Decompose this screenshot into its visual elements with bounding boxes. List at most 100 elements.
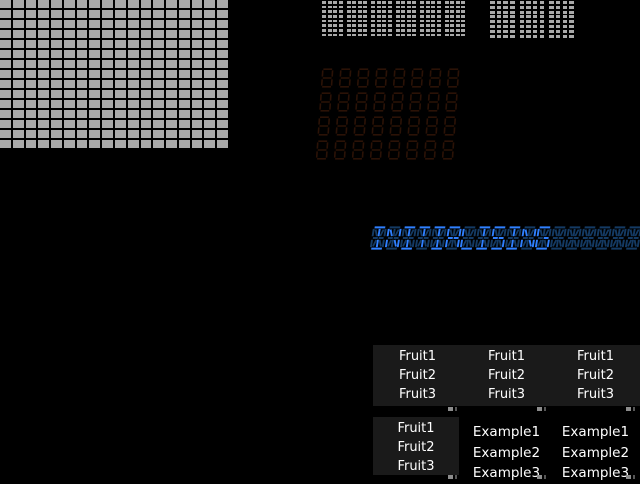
resize-grip[interactable] [448,474,457,479]
seven-segment-digit [333,140,347,160]
matrix-dot [322,29,326,32]
dot-matrix-char-cell [346,1,367,37]
list-item[interactable]: Fruit3 [576,387,615,402]
matrix-dot [357,33,362,37]
led-dot [204,110,216,118]
led-dot [166,90,177,98]
matrix-dot [352,10,356,13]
led-dot [102,140,113,148]
matrix-dot [539,1,545,4]
led-dot [38,10,50,18]
list-item[interactable]: Fruit2 [398,368,437,383]
led-dot [25,50,37,58]
matrix-dot [455,5,460,9]
led-dot [51,110,62,118]
example-list-2[interactable]: Example1 Example2 Example3 [551,417,640,484]
list-item[interactable]: Example2 [472,444,541,461]
led-dot [25,30,37,38]
matrix-dot [322,15,326,18]
matrix-dot [382,24,386,27]
led-dot [12,50,24,58]
matrix-dot [425,24,430,27]
led-dot [178,30,190,38]
resize-grip[interactable] [537,406,546,411]
matrix-dot [352,29,356,32]
seven-segment-digit [373,92,386,112]
led-dot [0,110,11,118]
list-item[interactable]: Fruit3 [487,387,526,402]
resize-grip[interactable] [626,474,635,479]
led-dot [63,20,75,28]
matrix-dot [526,15,531,19]
fruit-list-2[interactable]: Fruit1 Fruit2 Fruit3 [462,345,551,406]
led-dot [204,120,216,128]
led-dot [191,100,203,108]
list-item[interactable]: Fruit3 [397,459,435,474]
list-item[interactable]: Fruit1 [487,349,526,364]
seven-segment-digit [338,68,352,88]
led-dot [102,100,113,108]
led-dot [25,20,37,28]
list-item[interactable]: Example3 [561,465,630,481]
list-item[interactable]: Example2 [561,444,630,461]
led-dot [127,90,139,98]
fruit-list-4[interactable]: Fruit1 Fruit2 Fruit3 [373,417,459,475]
dot-matrix-top-1 [322,1,465,37]
list-item[interactable]: Example3 [472,465,541,481]
matrix-dot [526,10,531,14]
led-dot [38,0,50,8]
matrix-dot [333,24,337,27]
matrix-dot [562,24,567,28]
matrix-dot [532,15,538,19]
list-item[interactable]: Fruit3 [398,387,437,402]
matrix-dot [382,33,386,37]
led-dot [12,110,24,118]
led-dot [25,70,37,78]
matrix-dot [420,15,424,18]
resize-grip[interactable] [537,474,546,479]
matrix-dot [395,15,400,18]
list-item[interactable]: Example1 [472,424,541,440]
matrix-dot [444,1,449,4]
led-dot [140,30,152,38]
list-item[interactable]: Fruit2 [487,368,526,383]
matrix-dot [431,1,435,4]
matrix-dot [510,5,515,9]
matrix-dot [569,15,574,19]
led-dot [89,40,101,48]
list-item[interactable]: Example1 [561,424,630,440]
list-item[interactable]: Fruit2 [397,440,435,455]
led-dot [89,70,101,78]
matrix-dot [569,1,574,4]
matrix-dot [338,1,343,4]
list-item[interactable]: Fruit1 [397,421,435,436]
matrix-dot [395,1,400,4]
seven-segment-row [318,92,463,112]
led-dot [178,40,190,48]
led-dot [38,40,50,48]
led-dot [114,20,126,28]
resize-grip[interactable] [448,406,457,411]
matrix-dot [346,1,351,4]
seven-segment-digit [427,92,440,112]
matrix-dot [338,15,343,18]
led-dot [51,10,62,18]
fruit-list-3[interactable]: Fruit1 Fruit2 Fruit3 [551,345,640,406]
matrix-dot [395,10,400,13]
matrix-dot [510,15,515,19]
list-item[interactable]: Fruit1 [398,349,437,364]
resize-grip[interactable] [626,406,635,411]
fruit-list-1[interactable]: Fruit1 Fruit2 Fruit3 [373,345,462,406]
list-item[interactable]: Fruit2 [576,368,615,383]
led-dot [127,110,139,118]
seven-segment-digit [335,116,349,136]
example-list-1[interactable]: Example1 Example2 Example3 [462,417,551,484]
list-item[interactable]: Fruit1 [576,349,615,364]
alnum-cell [474,226,492,250]
led-dot [76,70,88,78]
led-dot [76,100,88,108]
led-dot [63,100,75,108]
matrix-dot [327,24,332,27]
led-dot [0,80,11,88]
alnum-cell [444,226,462,250]
